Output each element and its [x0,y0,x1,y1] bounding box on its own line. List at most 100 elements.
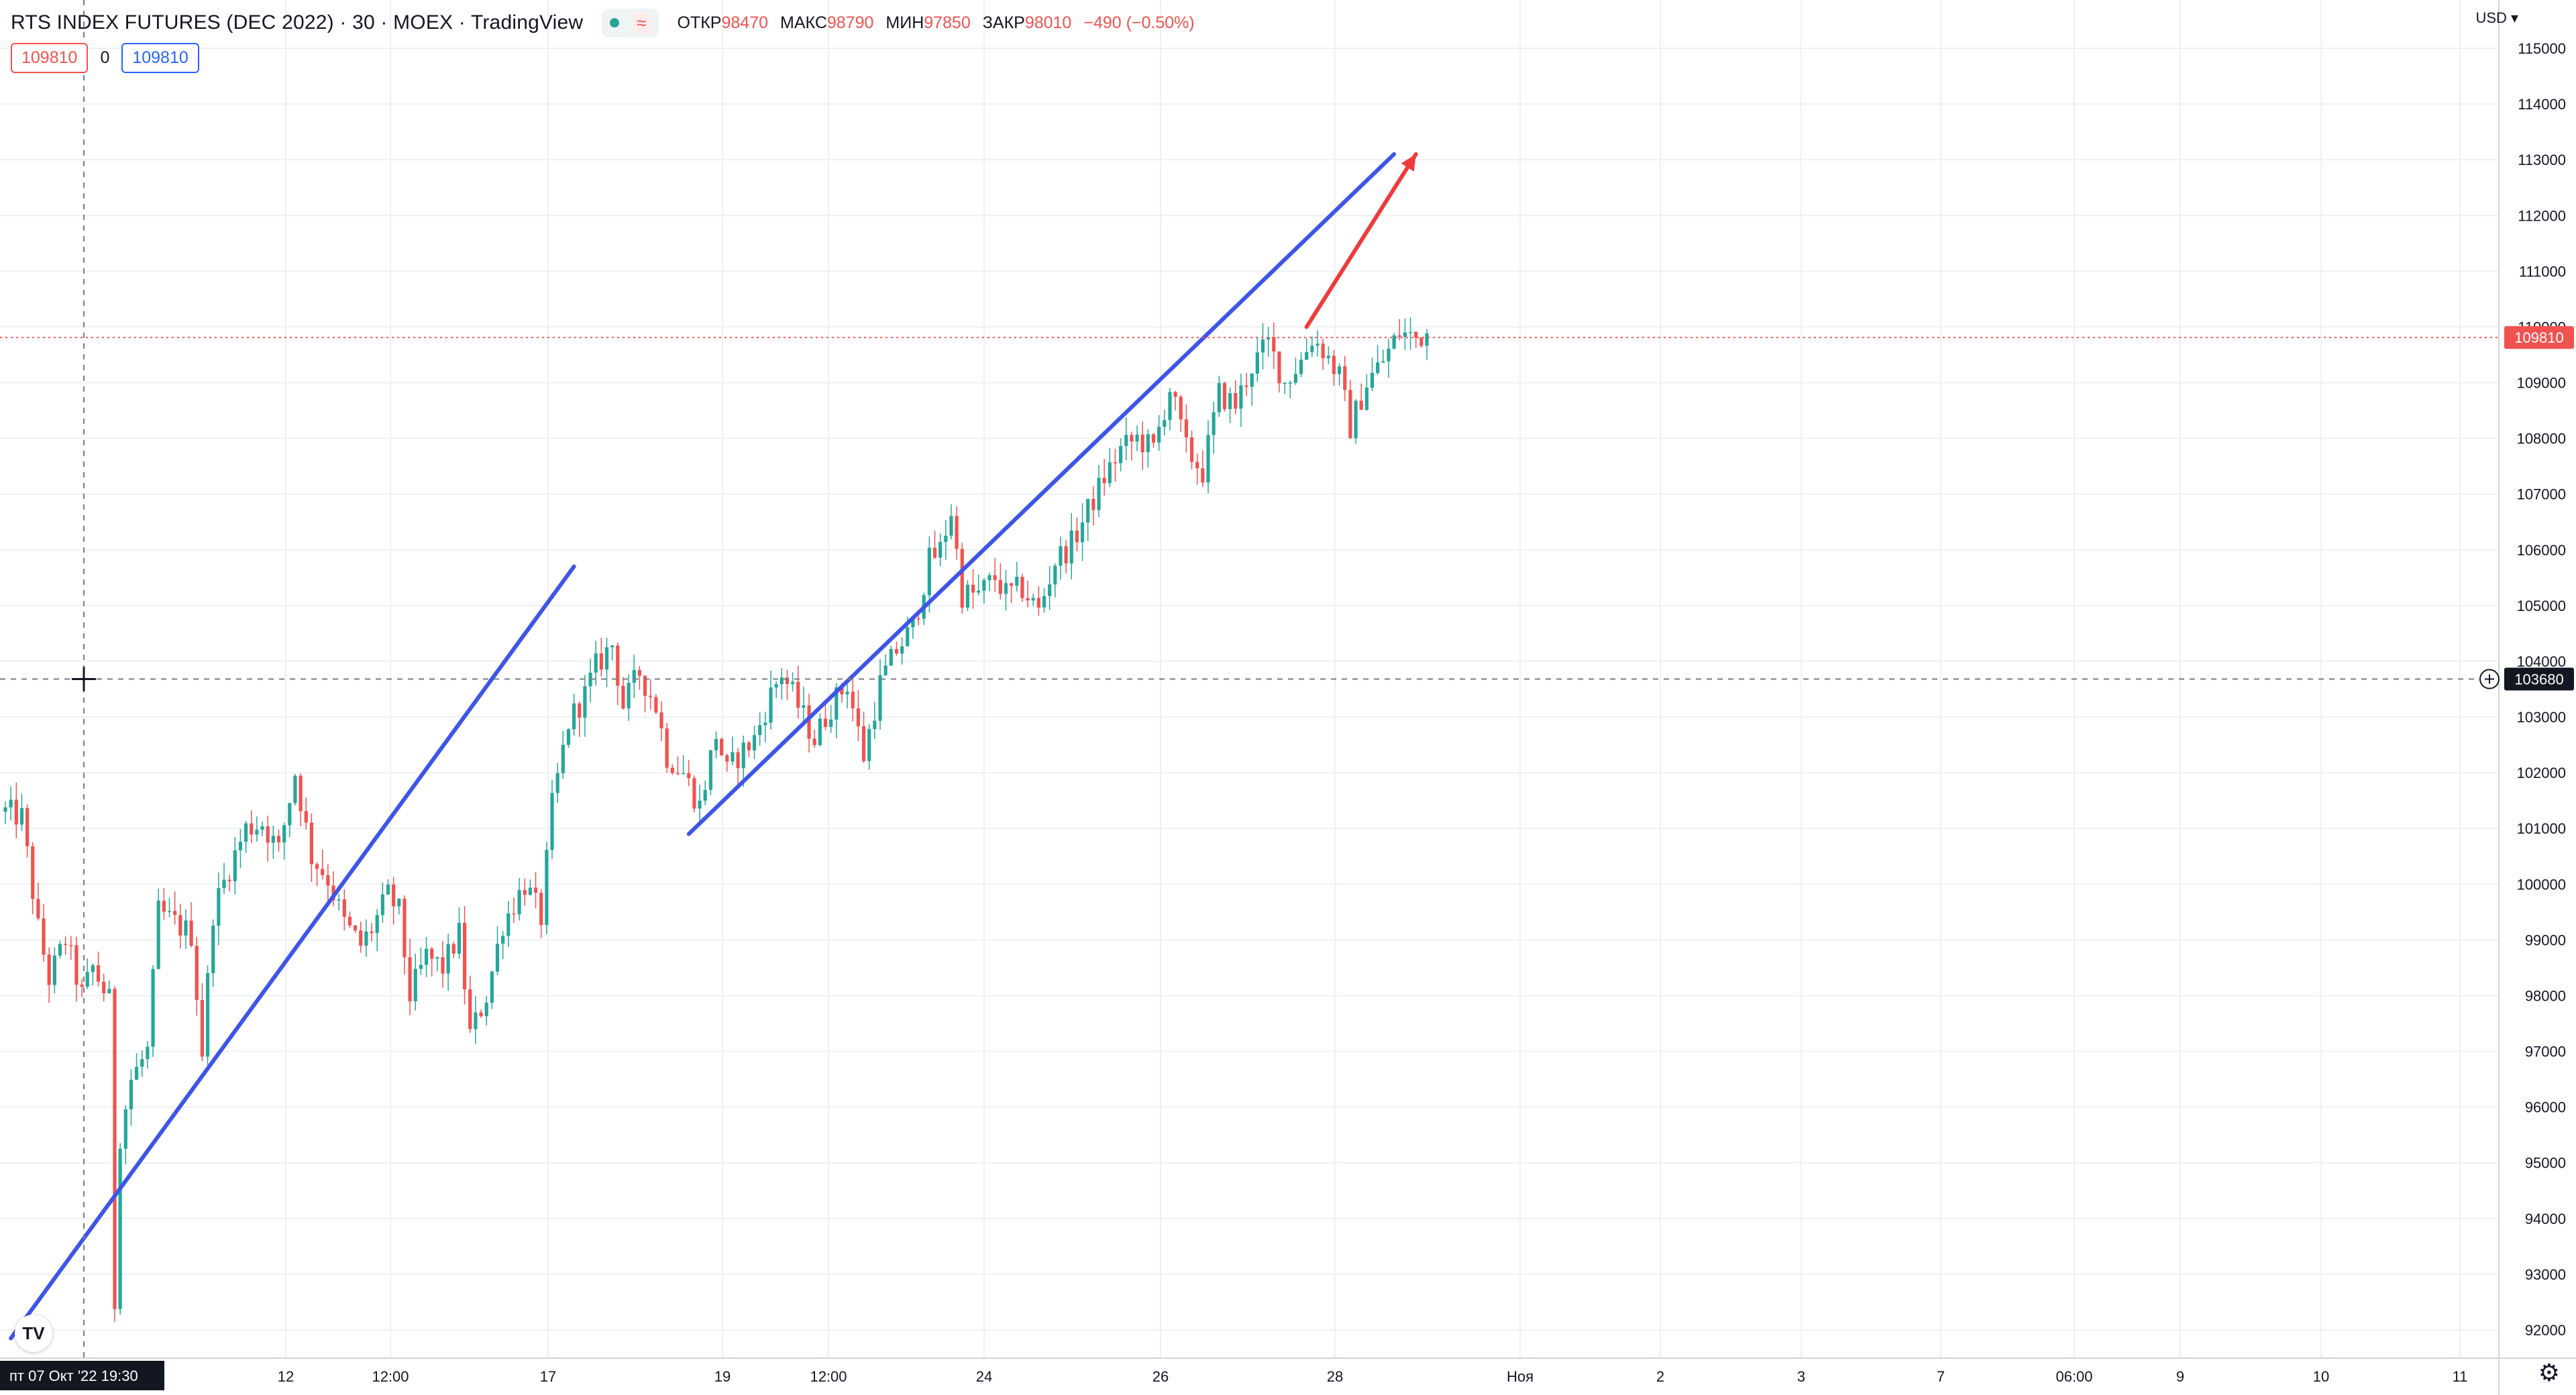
time-tick-label: 9 [2176,1368,2184,1385]
ohlc-close-label: ЗАКР [982,13,1025,32]
candle-body [184,920,188,936]
candle-body [1157,427,1161,443]
candle-body [315,864,319,869]
candle-body [550,793,554,850]
price-tick-label: 111000 [2519,263,2566,280]
time-tick-label: Ноя [1507,1368,1534,1385]
candle-body [1031,598,1035,601]
candle-body [146,1046,150,1060]
candle-body [583,686,587,718]
ohlc-high-label: МАКС [780,13,827,32]
candle-body [1097,478,1101,510]
candle-body [238,842,243,850]
candle-body [1189,437,1194,462]
candle-body [1244,385,1248,387]
price-tick-label: 103000 [2517,709,2566,726]
candle-body [195,946,199,1000]
candle-body [19,807,24,825]
candle-body [1010,583,1014,586]
candle-body [397,899,401,907]
candle-body [347,917,352,926]
candle-body [883,665,888,675]
price-tick-label: 102000 [2517,765,2566,781]
candle-body [725,755,729,762]
candle-body [714,738,718,750]
market-open-dot-icon [610,18,620,27]
ohlc-change: −490 (−0.50%) [1083,13,1195,32]
indicator-value-red[interactable]: 109810 [11,43,89,73]
candle-body [419,964,423,969]
currency-selector[interactable]: USD ▾ [2476,9,2519,27]
candle-body [654,697,658,713]
forecast-arrow-shaft [1304,152,1418,329]
candle-body [916,618,920,620]
candle-body [370,931,374,934]
time-tick-label: 12:00 [372,1368,409,1385]
candle-body [408,957,412,1002]
candle-body [326,875,330,886]
candle-body [1108,462,1112,484]
candle-body [260,826,264,830]
ohlc-close-value: 98010 [1024,13,1072,32]
indicator-value-blue[interactable]: 109810 [121,43,199,73]
price-tick-label: 113000 [2518,152,2566,168]
candle-body [430,948,434,959]
candle-body [490,971,494,1003]
tradingview-logo-icon[interactable]: TV [15,1315,52,1352]
candle-body [74,945,78,985]
crosshair-price-tag [2504,667,2574,691]
candle-body [1222,383,1227,409]
candle-body [1195,461,1199,469]
candle-body [1124,435,1128,446]
candle-body [894,649,899,654]
candle-body [52,955,56,985]
candle-body [692,778,696,809]
candle-body [151,968,155,1047]
candle-body [763,722,767,726]
candle-body [1267,337,1271,340]
time-tick-label: 24 [976,1368,992,1385]
candle-body [123,1109,127,1149]
candle-body [528,887,532,895]
candle-body [1212,412,1216,435]
candle-body [1080,522,1085,543]
candle-body [1326,355,1330,359]
candle-body [659,712,663,729]
candle-body [785,677,790,684]
candle-body [1255,352,1259,374]
candle-body [627,683,631,709]
candle-body [47,954,51,985]
candle-body [1059,546,1063,566]
candle-body [835,687,839,720]
candle-body [359,930,363,946]
candle-body [140,1059,144,1067]
candle-body [1228,393,1232,409]
candle-body [135,1066,139,1080]
candle-body [288,803,292,826]
candle-body [113,989,117,1309]
time-tick-label: 12 [278,1368,294,1385]
candle-body [807,705,811,739]
candle-body [1173,392,1177,397]
candle-body [1250,374,1254,387]
candle-body [1283,382,1287,384]
candle-body [1381,361,1385,363]
candle-body [676,773,680,774]
symbol-title[interactable]: RTS INDEX FUTURES (DEC 2022) · 30 · MOEX… [11,11,584,34]
candle-body [1316,343,1320,346]
candle-body [1277,351,1281,384]
candle-body [1332,355,1336,374]
gear-icon[interactable]: ⚙ [2538,1359,2560,1386]
current-price-tag [2504,326,2574,349]
candle-body [1042,596,1046,608]
price-tick-label: 98000 [2525,987,2566,1004]
time-tick-label: 26 [1152,1368,1169,1385]
candle-body [1130,435,1134,442]
market-status-pill[interactable]: ≈ [602,8,659,38]
candle-body [9,799,13,807]
price-tick-label: 114000 [2518,96,2566,113]
candle-body [69,944,73,946]
candle-body [965,584,969,608]
candle-body [840,687,844,695]
